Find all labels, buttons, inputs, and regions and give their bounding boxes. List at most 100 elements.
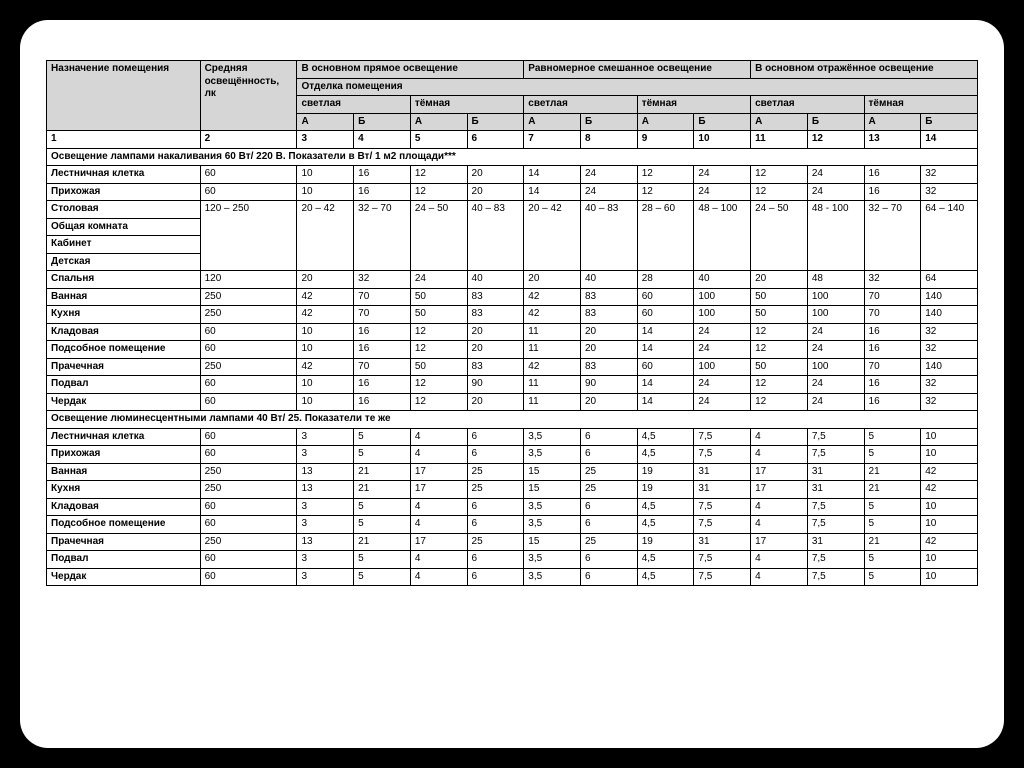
cell: 42 <box>921 481 978 499</box>
cell: 20 <box>467 323 524 341</box>
section-row: Освещение люминесцентными лампами 40 Вт/… <box>47 411 978 429</box>
cell: 60 <box>637 306 694 324</box>
cell: 250 <box>200 533 297 551</box>
table-row: Столовая120 – 25020 – 4232 – 7024 – 5040… <box>47 201 978 219</box>
cell: 16 <box>354 183 411 201</box>
cell: 4,5 <box>637 446 694 464</box>
cell: 3 <box>297 498 354 516</box>
cell: 7,5 <box>807 428 864 446</box>
cell: 3 <box>297 568 354 586</box>
cell: Кладовая <box>47 323 201 341</box>
cell: 4 <box>410 568 467 586</box>
table-row: Прачечная250427050834283601005010070140 <box>47 358 978 376</box>
cell: 4 <box>354 131 411 149</box>
cell: 20 <box>297 271 354 289</box>
cell: 4 <box>751 551 808 569</box>
cell: 32 <box>354 271 411 289</box>
cell: 6 <box>467 428 524 446</box>
cell: 15 <box>524 463 581 481</box>
cell: 5 <box>410 131 467 149</box>
cell: 40 <box>580 271 637 289</box>
cell: 25 <box>467 481 524 499</box>
cell: 14 <box>637 341 694 359</box>
cell: 11 <box>524 376 581 394</box>
cell: 12 <box>807 131 864 149</box>
cell: Лестничная клетка <box>47 166 201 184</box>
cell: 17 <box>410 463 467 481</box>
cell: 6 <box>580 446 637 464</box>
cell: 5 <box>354 568 411 586</box>
cell: 21 <box>354 463 411 481</box>
table-row: Подсобное помещение6035463,564,57,547,55… <box>47 516 978 534</box>
cell: 42 <box>297 306 354 324</box>
cell: 16 <box>864 393 921 411</box>
cell: 32 – 70 <box>864 201 921 271</box>
cell: 120 <box>200 271 297 289</box>
cell: 20 <box>467 183 524 201</box>
hdr-B: Б <box>354 113 411 131</box>
cell: 7,5 <box>694 498 751 516</box>
hdr-A: А <box>637 113 694 131</box>
cell: 31 <box>694 481 751 499</box>
cell: 5 <box>354 516 411 534</box>
cell: 5 <box>354 446 411 464</box>
cell: 24 <box>410 271 467 289</box>
cell: 40 <box>694 271 751 289</box>
cell: 48 - 100 <box>807 201 864 271</box>
cell: 60 <box>200 323 297 341</box>
cell: 12 <box>410 323 467 341</box>
cell: 60 <box>200 341 297 359</box>
cell: 4 <box>410 446 467 464</box>
cell: Кухня <box>47 306 201 324</box>
cell: 10 <box>297 341 354 359</box>
cell: Ванная <box>47 288 201 306</box>
cell: 20 <box>580 393 637 411</box>
cell: 10 <box>297 166 354 184</box>
cell: 10 <box>921 428 978 446</box>
cell: 60 <box>200 183 297 201</box>
cell: Чердак <box>47 393 201 411</box>
hdr-group1: В основном прямое освещение <box>297 61 524 79</box>
cell: Столовая <box>47 201 201 219</box>
cell: Подсобное помещение <box>47 341 201 359</box>
cell: 24 <box>694 183 751 201</box>
table-row: Кухня250427050834283601005010070140 <box>47 306 978 324</box>
cell: 16 <box>864 376 921 394</box>
cell: 17 <box>410 481 467 499</box>
cell: 140 <box>921 288 978 306</box>
cell: Кладовая <box>47 498 201 516</box>
cell: 60 <box>200 376 297 394</box>
cell: 19 <box>637 463 694 481</box>
cell: 4 <box>410 516 467 534</box>
cell: 4 <box>410 428 467 446</box>
cell: 42 <box>524 358 581 376</box>
cell: 7,5 <box>807 568 864 586</box>
cell: 10 <box>921 446 978 464</box>
cell: 10 <box>921 568 978 586</box>
cell: 60 <box>637 288 694 306</box>
cell: 14 <box>637 393 694 411</box>
cell: 32 <box>921 166 978 184</box>
cell: 21 <box>354 481 411 499</box>
cell: 14 <box>637 323 694 341</box>
cell: 3,5 <box>524 551 581 569</box>
table-row: Ванная250132117251525193117312142 <box>47 463 978 481</box>
cell: 20 <box>751 271 808 289</box>
table-row: Лестничная клетка60101612201424122412241… <box>47 166 978 184</box>
cell: Освещение лампами накаливания 60 Вт/ 220… <box>47 148 978 166</box>
cell: 4 <box>751 446 808 464</box>
cell: 32 <box>921 323 978 341</box>
cell: 20 <box>580 323 637 341</box>
cell: Лестничная клетка <box>47 428 201 446</box>
cell: 12 <box>637 166 694 184</box>
cell: 100 <box>807 288 864 306</box>
cell: 3,5 <box>524 428 581 446</box>
cell: 3 <box>297 551 354 569</box>
cell: Прачечная <box>47 358 201 376</box>
cell: Чердак <box>47 568 201 586</box>
cell: 42 <box>524 306 581 324</box>
cell: 12 <box>751 183 808 201</box>
cell: 7,5 <box>807 446 864 464</box>
cell: 5 <box>354 551 411 569</box>
cell: 42 <box>297 288 354 306</box>
